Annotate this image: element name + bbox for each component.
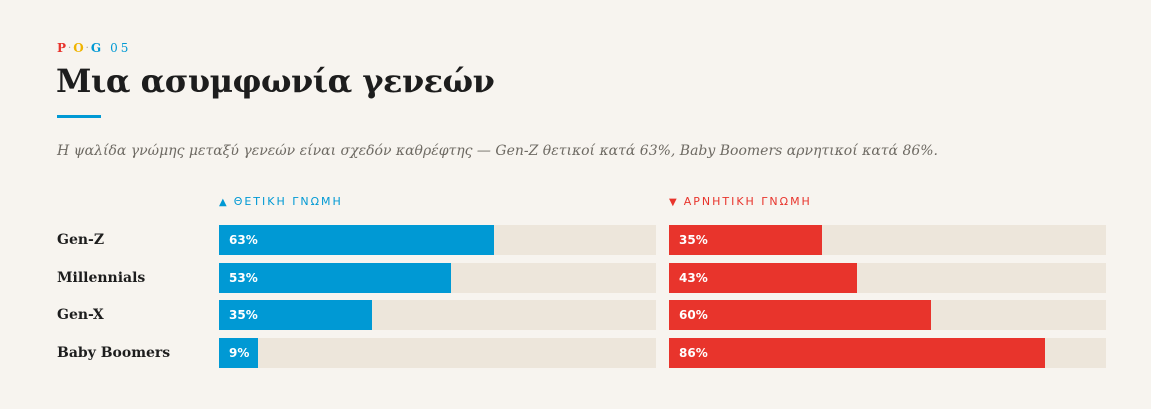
legend-positive-label: ΘΕΤΙΚΗ ΓΝΩΜΗ [233,195,343,208]
chart-subtitle: Η ψαλίδα γνώμης μεταξύ γενεών είναι σχεδ… [57,143,939,159]
bar-value-label: 63% [229,233,258,247]
row-label: Baby Boomers [57,344,171,361]
bar-value-label: 35% [679,233,708,247]
bar-positive [219,337,259,368]
bar-track-negative: 43% [669,262,1106,293]
kicker-dot: · [68,42,73,54]
kicker-letter-g: G [90,41,103,55]
row-label: Gen-X [57,307,104,323]
chart-title: Μια ασυμφωνία γενεών [56,62,495,100]
kicker: P · O · G 05 [57,41,131,55]
bar-value-label: 86% [679,345,708,360]
bar-negative [669,300,932,330]
bar-track-positive: 35% [219,300,656,330]
bar-track-positive: 63% [219,225,656,255]
bar-negative [669,262,857,293]
bar-value-label: 53% [229,270,258,285]
bar-track-positive: 53% [219,262,656,293]
triangle-up-icon: ▲ [219,197,227,208]
bar-value-label: 35% [229,308,258,322]
legend-negative-label: ΑΡΝΗΤΙΚΗ ΓΝΩΜΗ [683,195,812,208]
kicker-number: 05 [110,41,132,55]
bar-negative [669,225,822,255]
bar-track-negative: 60% [669,300,1106,330]
title-rule [57,115,101,118]
bar-track-negative: 35% [669,225,1106,255]
bar-value-label: 9% [229,345,250,360]
triangle-down-icon: ▼ [669,197,677,208]
legend-positive: ▲ ΘΕΤΙΚΗ ΓΝΩΜΗ [219,195,343,208]
bar-value-label: 60% [679,308,708,322]
bar-value-label: 43% [679,270,708,285]
bar-positive [219,262,451,293]
bar-track-positive: 9% [219,337,656,368]
bar-negative [669,337,1045,368]
kicker-dot: · [85,42,90,54]
bar-track-negative: 86% [669,337,1106,368]
bar-positive [219,225,495,255]
row-label: Millennials [57,269,146,286]
legend-negative: ▼ ΑΡΝΗΤΙΚΗ ΓΝΩΜΗ [669,195,812,208]
kicker-letter-p: P [57,41,68,55]
row-label: Gen-Z [57,232,105,248]
kicker-letter-o: O [73,41,85,55]
bar-positive [219,300,372,330]
